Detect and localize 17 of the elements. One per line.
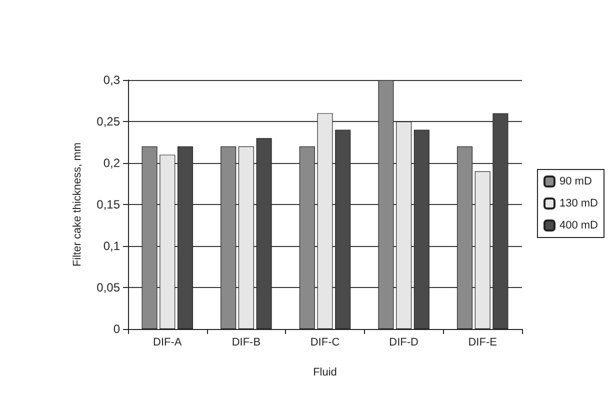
- y-tick-label: 0: [113, 322, 120, 336]
- y-axis-title: Filter cake thickness, mm: [72, 142, 84, 267]
- legend-label: 90 mD: [559, 176, 592, 188]
- x-tick-label: DIF-E: [468, 336, 497, 348]
- x-tick-label: DIF-C: [310, 336, 340, 348]
- x-tick-label: DIF-B: [232, 336, 261, 348]
- y-tick-label: 0,2: [103, 156, 120, 170]
- x-tick-label: DIF-A: [153, 336, 182, 348]
- y-tick-label: 0,1: [103, 239, 120, 253]
- y-tick-label: 0,05: [96, 280, 120, 294]
- y-tick-label: 0,15: [96, 198, 120, 212]
- y-tick-label: 0,25: [96, 114, 120, 128]
- y-tick-label: 0,3: [103, 73, 120, 87]
- x-axis-title: Fluid: [313, 366, 337, 378]
- legend-label: 400 mD: [559, 220, 598, 232]
- x-tick-label: DIF-D: [389, 336, 419, 348]
- legend-label: 130 mD: [559, 198, 598, 210]
